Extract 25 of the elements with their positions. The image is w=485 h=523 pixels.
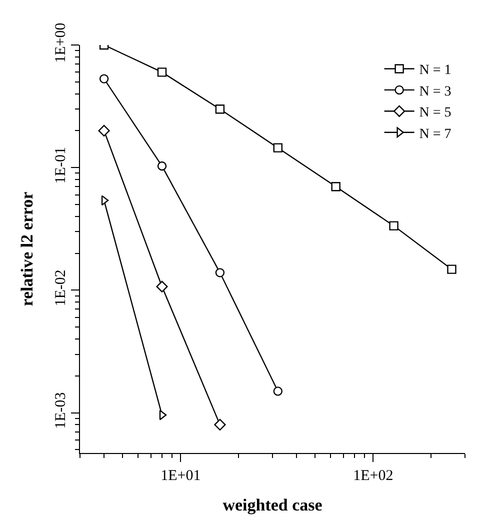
x-tick-label: 1E+02 bbox=[353, 468, 394, 484]
x-axis-title: weighted case bbox=[222, 496, 323, 514]
point bbox=[273, 386, 282, 396]
legend-label: N = 3 bbox=[419, 84, 452, 100]
legend-label: N = 7 bbox=[419, 126, 452, 142]
point bbox=[98, 124, 110, 136]
point bbox=[99, 74, 109, 84]
y-tick-label: 1E-03 bbox=[52, 392, 69, 429]
y-tick-label: 1E+00 bbox=[52, 22, 69, 63]
x-tick-label: 1E+01 bbox=[160, 468, 201, 484]
point bbox=[273, 143, 282, 152]
y-axis-title: relative l2 error bbox=[17, 191, 36, 306]
point bbox=[215, 268, 225, 278]
point bbox=[447, 264, 456, 274]
point bbox=[331, 182, 340, 192]
point bbox=[157, 68, 167, 77]
point bbox=[156, 280, 168, 292]
legend-label: N = 5 bbox=[419, 106, 452, 121]
point bbox=[389, 221, 398, 230]
legend-label: N = 1 bbox=[419, 63, 452, 78]
y-tick-label: 1E-02 bbox=[52, 270, 69, 306]
point bbox=[157, 161, 167, 171]
point bbox=[215, 104, 225, 114]
y-tick-label: 1E-01 bbox=[52, 147, 69, 184]
point bbox=[214, 418, 226, 430]
